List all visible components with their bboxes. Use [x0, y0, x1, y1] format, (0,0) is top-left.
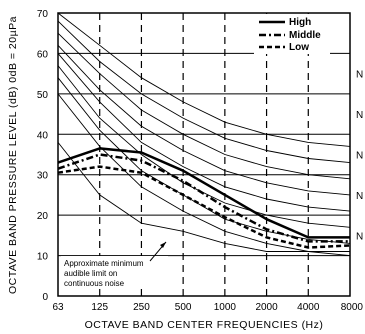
- nc-curve: [57, 12, 351, 147]
- nc-curve-label: N: [356, 191, 363, 202]
- nc-curve-label: N: [356, 231, 363, 242]
- x-tick-label: 1000: [214, 302, 237, 313]
- y-tick-label: 70: [37, 9, 49, 20]
- y-tick-label: 10: [37, 252, 49, 263]
- y-tick-label: 0: [42, 292, 48, 303]
- annotation-arrow: [160, 242, 166, 248]
- y-axis-label: OCTAVE BAND PRESSURE LEVEL (dB) 0dB = 20…: [7, 16, 19, 294]
- x-tick-label: 125: [91, 302, 108, 313]
- series-line-low: [57, 165, 351, 249]
- nc-curve: [57, 44, 351, 196]
- y-tick-label: 60: [37, 49, 49, 60]
- series-line-high: [57, 147, 350, 239]
- nc-curve-label: N: [356, 70, 363, 81]
- x-axis-label: OCTAVE BAND CENTER FREQUENCIES (Hz): [85, 319, 324, 331]
- x-tick-label: 4000: [297, 302, 320, 313]
- threshold-annotation: Approximate minimum audible limit on conti…: [61, 241, 168, 288]
- nc-curve: [57, 20, 351, 164]
- nc-curve-label: N: [356, 110, 363, 121]
- series-line-middle: [57, 153, 350, 243]
- y-tick-label: 20: [37, 211, 49, 222]
- x-tick-label: 500: [175, 302, 192, 313]
- legend-label-middle: Middle: [289, 30, 321, 41]
- legend-label-high: High: [289, 17, 311, 28]
- nc-curve-label: N: [356, 151, 363, 162]
- y-tick-label: 50: [37, 90, 49, 101]
- nc-curve: [57, 32, 351, 180]
- x-tick-label: 8000: [341, 302, 364, 313]
- threshold-annotation-text: Approximate minimum audible limit on conti…: [64, 259, 144, 288]
- nc-curve: [57, 93, 351, 257]
- legend: High Middle Low: [254, 14, 330, 54]
- x-tick-label: 250: [133, 302, 150, 313]
- x-tick-label: 63: [52, 302, 64, 313]
- threshold-curve: [57, 142, 350, 252]
- legend-label-low: Low: [289, 42, 309, 53]
- nc-curve: [57, 53, 351, 212]
- x-tick-label: 2000: [255, 302, 278, 313]
- y-tick-label: 40: [37, 130, 49, 141]
- y-tick-label: 30: [37, 171, 49, 182]
